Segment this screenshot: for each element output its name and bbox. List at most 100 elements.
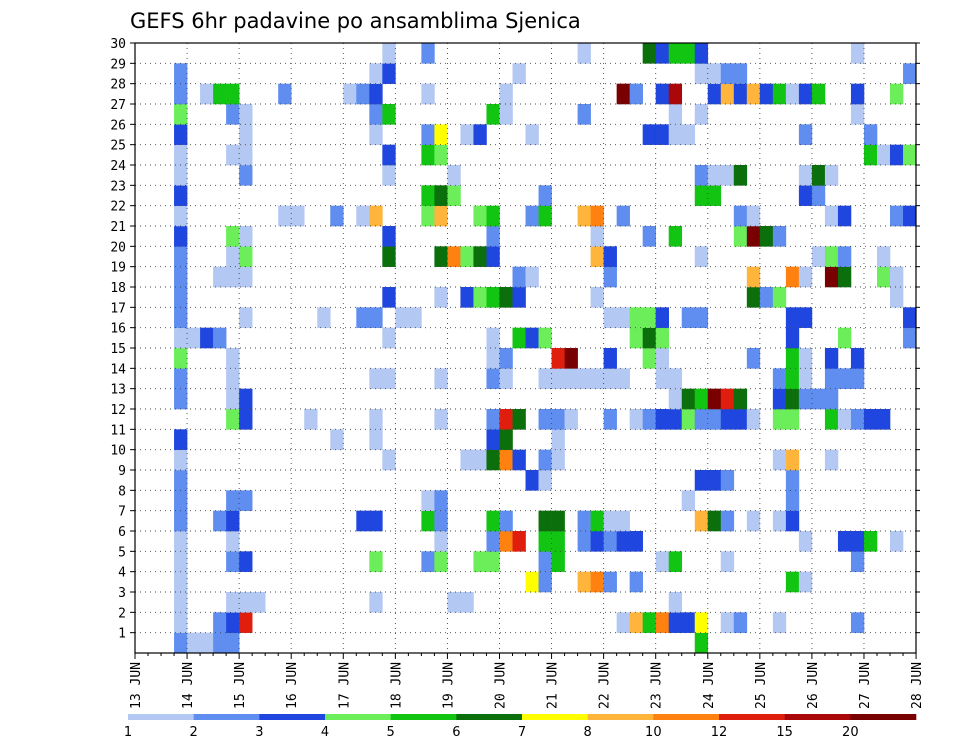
heatmap-cell <box>733 165 748 186</box>
heatmap-cell <box>903 307 917 328</box>
heatmap-cell <box>642 348 656 369</box>
heatmap-cell <box>759 287 774 308</box>
y-tick-label: 22 <box>110 200 126 215</box>
heatmap-cell <box>525 124 539 145</box>
heatmap-cell <box>616 205 630 227</box>
heatmap-cell <box>707 388 722 410</box>
heatmap-cell <box>369 307 383 328</box>
heatmap-cell <box>226 632 240 654</box>
heatmap-cell <box>226 592 240 613</box>
heatmap-cell <box>330 429 344 450</box>
heatmap-cell <box>291 205 305 227</box>
heatmap-cell <box>655 43 670 64</box>
heatmap-cell <box>590 510 604 532</box>
heatmap-cell <box>200 327 214 349</box>
heatmap-cell <box>486 246 500 267</box>
heatmap-cell <box>330 205 344 227</box>
heatmap-cell <box>642 307 656 328</box>
y-tick-label: 28 <box>110 78 126 93</box>
heatmap-cell <box>486 368 500 389</box>
heatmap-cell <box>798 83 813 105</box>
heatmap-cell <box>603 266 617 288</box>
heatmap-cell <box>890 83 904 105</box>
heatmap-cell <box>473 205 487 227</box>
heatmap-cell <box>200 632 214 654</box>
heatmap-cell <box>694 632 709 654</box>
heatmap-cell <box>226 388 240 410</box>
colorbar-label: 2 <box>190 725 198 740</box>
heatmap-cell <box>499 104 513 125</box>
heatmap-cell <box>226 531 240 552</box>
heatmap-cell <box>226 104 240 125</box>
heatmap-cell <box>863 409 878 430</box>
heatmap-cell <box>174 226 188 247</box>
heatmap-cell <box>499 531 513 552</box>
heatmap-cell <box>421 185 435 206</box>
heatmap-cell <box>694 510 709 532</box>
heatmap-cell <box>694 104 709 125</box>
heatmap-cell <box>226 348 240 369</box>
heatmap-cell <box>460 287 474 308</box>
heatmap-cell <box>343 83 357 105</box>
heatmap-cell <box>824 368 839 389</box>
heatmap-cell <box>642 409 656 430</box>
heatmap-cell <box>174 287 188 308</box>
x-tick-label: 27 JUN <box>858 662 873 709</box>
heatmap-cell <box>577 205 591 227</box>
heatmap-cell <box>707 165 722 186</box>
heatmap-cell <box>512 266 526 288</box>
heatmap-cell <box>603 307 617 328</box>
heatmap-cell <box>382 43 396 64</box>
heatmap-cell <box>890 205 904 227</box>
heatmap-cell <box>174 205 188 227</box>
colorbar-segment <box>850 714 917 720</box>
heatmap-cell <box>538 571 552 593</box>
heatmap-cell <box>668 592 683 613</box>
heatmap-cell <box>707 83 722 105</box>
y-tick-label: 16 <box>110 322 126 337</box>
heatmap-cell <box>785 266 800 288</box>
y-tick-label: 5 <box>118 545 126 560</box>
heatmap-cell <box>655 83 670 105</box>
heatmap-cell <box>278 205 292 227</box>
heatmap-cell <box>733 83 748 105</box>
heatmap-cell <box>590 246 604 267</box>
heatmap-cell <box>421 490 435 511</box>
heatmap-cell <box>850 409 865 430</box>
heatmap-cell <box>798 165 813 186</box>
heatmap-cell <box>694 246 709 267</box>
heatmap-cell <box>486 551 500 572</box>
heatmap-cell <box>239 226 253 247</box>
x-tick-label: 20 JUN <box>493 662 508 709</box>
y-tick-label: 9 <box>118 464 126 479</box>
colorbar: 1 2 3 4 5 6 7 8 10 12 15 20 <box>124 714 917 740</box>
heatmap-cell <box>434 205 448 227</box>
heatmap-cell <box>551 531 565 552</box>
heatmap-cell <box>356 510 370 532</box>
heatmap-cell <box>785 449 800 471</box>
heatmap-cell <box>811 246 826 267</box>
x-tick-label: 24 JUN <box>702 662 717 709</box>
heatmap-cell <box>434 185 448 206</box>
heatmap-cell <box>538 185 552 206</box>
heatmap-cell <box>460 449 474 471</box>
heatmap-cell <box>421 551 435 572</box>
heatmap-cell <box>174 83 188 105</box>
heatmap-cell <box>226 226 240 247</box>
heatmap-cell <box>226 510 240 532</box>
colorbar-segment <box>193 714 260 720</box>
heatmap-cell <box>447 246 461 267</box>
heatmap-cell <box>538 470 552 491</box>
heatmap-cell <box>473 124 487 145</box>
heatmap-cell <box>512 409 526 430</box>
heatmap-cell <box>525 571 539 593</box>
heatmap-cell <box>239 307 253 328</box>
heatmap-cell <box>681 124 696 145</box>
y-tick-label: 6 <box>118 525 126 540</box>
heatmap-cell <box>239 104 253 125</box>
heatmap-cell <box>434 490 448 511</box>
heatmap-cell <box>837 531 852 552</box>
heatmap-cell <box>837 246 852 267</box>
colorbar-segment <box>522 714 588 720</box>
